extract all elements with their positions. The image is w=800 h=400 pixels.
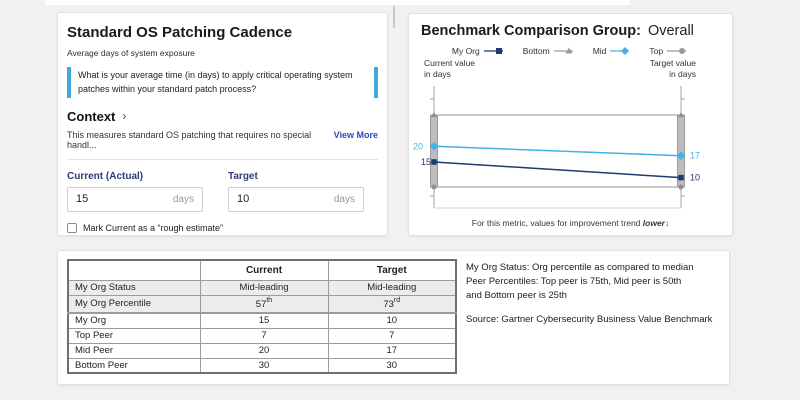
value-label-target-mid: 17 [690,151,700,161]
row-label: My Org Status [67,279,201,296]
current-value: 15 [76,193,89,206]
chart-footnote: For this metric, values for improvement … [409,218,732,228]
note-block: My Org Status: Org percentile as compare… [466,261,756,325]
context-label: Context [67,108,116,124]
patch-cadence-card: Standard OS Patching Cadence Average day… [57,12,388,236]
footnote-trend-word: lower [642,218,665,228]
description-truncated: This measures standard OS patching that … [67,129,312,150]
table-row: Mid Peer 20 17 [67,342,457,359]
cell-value: 30 [327,357,457,374]
left-axis-title: Current value in days [424,58,475,79]
legend-label: Bottom [522,46,550,56]
checkbox-icon[interactable] [67,222,77,233]
row-label: Bottom Peer [67,357,201,374]
cell-value: 17 [327,342,457,359]
cell-value: 10 [327,312,457,329]
status-explanation-note: My Org Status: Org percentile as compare… [466,262,694,301]
cell-value: 30 [199,357,329,374]
question-accent-bar-right [374,67,378,98]
benchmark-title-row: Benchmark Comparison Group: Overall [409,23,732,39]
question-box: What is your average time (in days) to a… [67,66,378,99]
right-axis-title: Target value in days [650,58,697,79]
benchmark-title: Benchmark Comparison Group: [421,23,641,39]
footnote-prefix: For this metric, values for improvement … [471,218,643,228]
table-row: My Org Percentile 57th 73rd [67,294,457,314]
question-text: What is your average time (in days) to a… [78,70,353,95]
circle-marker-icon [667,48,687,54]
scrollbar-fragment[interactable] [393,6,395,28]
rough-estimate-label: Mark Current as a “rough estimate” [83,222,224,233]
target-value: 10 [237,193,250,206]
diamond-marker-icon [610,47,630,55]
cell-value: 57th [199,294,329,314]
cell-value: 20 [199,342,329,359]
target-value-input[interactable]: 10 days [228,186,364,212]
row-label: Mid Peer [67,342,201,359]
column-header [67,259,201,281]
target-field-group: Target 10 days [228,171,364,212]
row-label: My Org [67,312,201,329]
view-more-link[interactable]: View More [333,129,378,140]
legend-label: My Org [451,46,480,56]
source-attribution: Source: Gartner Cybersecurity Business V… [466,314,713,326]
cell-value: 73rd [327,294,457,314]
column-header: Target [327,259,457,281]
triangle-marker-icon [553,47,573,54]
page-title: Standard OS Patching Cadence [67,24,293,41]
cell-value: 7 [199,327,329,344]
rough-estimate-checkbox-row[interactable]: Mark Current as a “rough estimate” [67,222,378,233]
legend-item-bottom: Bottom [523,46,576,56]
question-accent-bar-left [67,67,71,98]
current-value-input[interactable]: 15 days [67,186,203,212]
table-row: Bottom Peer 30 30 [67,357,457,374]
benchmark-summary-table: Current Target My Org Status Mid-leading Mid… [67,259,457,374]
cell-value: Mid-leading [199,279,329,296]
value-label-target-my-org: 10 [690,173,700,183]
legend-item-mid: Mid [593,46,633,56]
legend-item-top: Top [649,46,689,56]
table-row: My Org 15 10 [67,312,457,329]
benchmark-group-value: Overall [647,23,694,39]
value-label-current-my-org: 15 [421,157,431,167]
current-unit: days [172,193,194,205]
down-arrow-icon: ↓ [664,218,670,228]
context-expander[interactable]: Context › [67,109,378,124]
current-field-group: Current (Actual) 15 days [67,171,203,212]
context-description: This measures standard OS patching that … [67,130,378,160]
summary-card: Current Target My Org Status Mid-leading Mid… [57,250,730,385]
top-cutoff-strip [45,0,630,5]
square-marker-icon [483,48,503,54]
row-label: My Org Percentile [67,294,201,314]
column-header: Current [199,259,329,281]
chart-legend: My Org Bottom Mid Top [409,46,732,56]
legend-item-my-org: My Org [452,46,506,56]
value-fields-row: Current (Actual) 15 days Target 10 days [67,171,378,212]
metric-subtitle: Average days of system exposure [67,48,195,58]
value-label-current-mid: 20 [413,141,423,151]
target-field-label: Target [228,170,258,182]
benchmark-comparison-card: Benchmark Comparison Group: Overall My O… [408,13,733,236]
table-row: My Org Status Mid-leading Mid-leading [67,279,457,296]
table-row: Top Peer 7 7 [67,327,457,344]
target-unit: days [333,193,355,205]
cell-value: Mid-leading [327,279,457,296]
table-header-row: Current Target [67,259,457,281]
current-field-label: Current (Actual) [67,170,144,182]
cell-value: 15 [199,312,329,329]
legend-label: Mid [592,46,607,56]
cell-value: 7 [327,327,457,344]
legend-label: Top [649,46,664,56]
chevron-right-icon: › [122,109,127,124]
row-label: Top Peer [67,327,201,344]
benchmark-slope-chart: Current value in days Target value in days 1… [413,58,700,209]
